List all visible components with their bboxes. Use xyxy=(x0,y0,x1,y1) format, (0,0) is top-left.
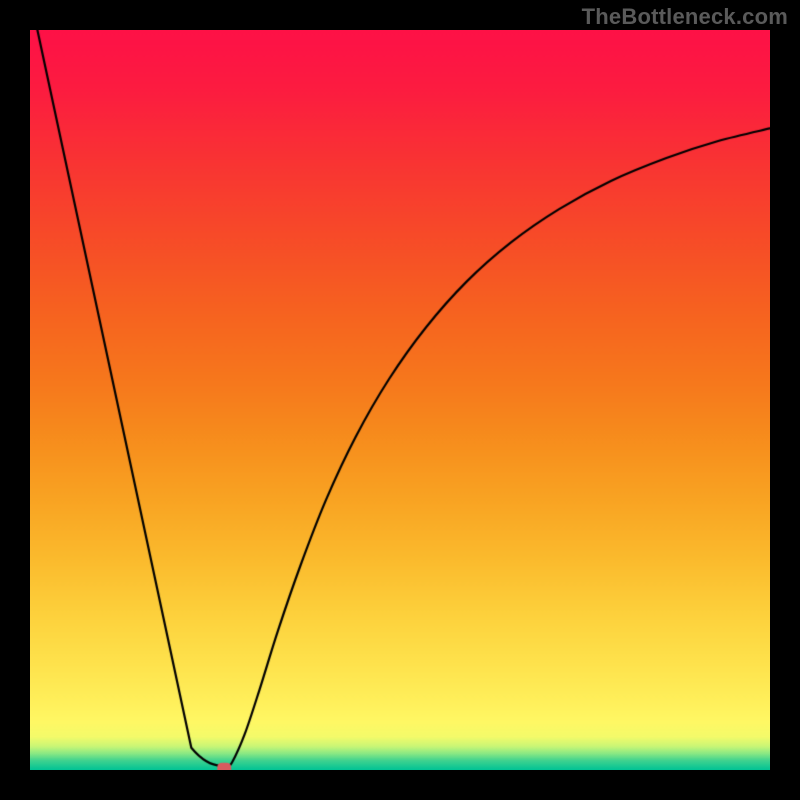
chart-frame: TheBottleneck.com xyxy=(0,0,800,800)
bottleneck-curve-chart xyxy=(30,30,770,770)
watermark-text: TheBottleneck.com xyxy=(582,4,788,30)
plot-area xyxy=(30,30,770,770)
